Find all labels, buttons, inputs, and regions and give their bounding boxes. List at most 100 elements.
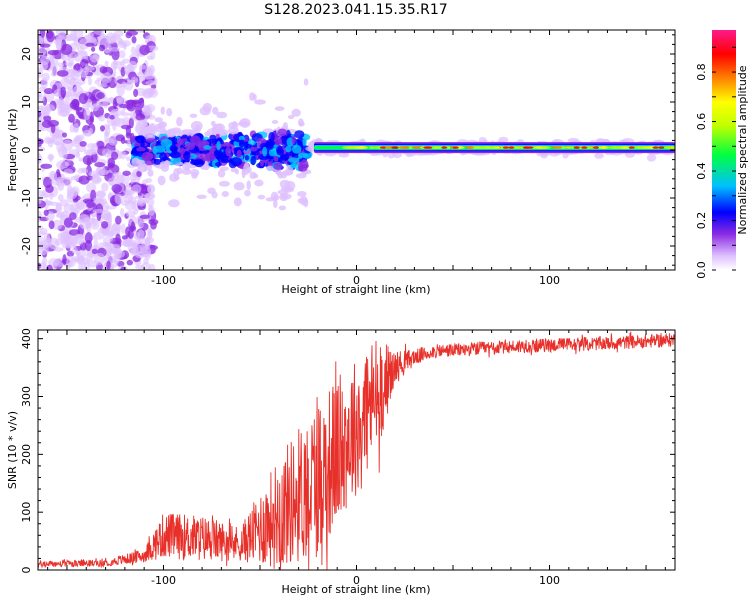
y-tick-label: 20 bbox=[20, 47, 33, 61]
heatmap-cell bbox=[56, 160, 69, 170]
heatmap-cell bbox=[338, 151, 350, 158]
heatmap-cell bbox=[234, 168, 240, 175]
heatmap-cell bbox=[82, 154, 94, 166]
heatmap-cell bbox=[280, 171, 288, 179]
heatmap-cell bbox=[141, 179, 148, 185]
heatmap-cell bbox=[120, 173, 130, 185]
heatmap-cell bbox=[227, 126, 240, 135]
heatmap-cell bbox=[297, 152, 309, 158]
heatmap-cell bbox=[189, 113, 198, 118]
heatmap-cell bbox=[131, 184, 142, 194]
heatmap-cell bbox=[78, 157, 84, 162]
heatmap-cell bbox=[667, 146, 675, 149]
heatmap-cell bbox=[122, 42, 128, 51]
heatmap-cell bbox=[634, 146, 644, 149]
heatmap-cell bbox=[105, 39, 117, 44]
heatmap-cell bbox=[72, 37, 79, 42]
heatmap-cell bbox=[551, 146, 563, 149]
heatmap-cell bbox=[38, 110, 42, 118]
heatmap-cell bbox=[142, 71, 149, 78]
snr-xlabel: Height of straight line (km) bbox=[281, 583, 430, 596]
heatmap-cell bbox=[74, 136, 83, 143]
heatmap-cell bbox=[56, 202, 62, 212]
heatmap-cell bbox=[71, 246, 78, 254]
heatmap-cell bbox=[280, 153, 290, 161]
colorbar-tick-label: 0.4 bbox=[695, 162, 708, 180]
heatmap-cell bbox=[99, 66, 108, 74]
heatmap-cell bbox=[184, 142, 196, 150]
heatmap-cell bbox=[214, 161, 222, 167]
heatmap-cell bbox=[368, 146, 375, 149]
heatmap-cell bbox=[90, 104, 99, 112]
heatmap-cell bbox=[103, 212, 111, 221]
heatmap-cell bbox=[105, 205, 117, 210]
heatmap-cell bbox=[130, 221, 136, 232]
heatmap-cell bbox=[110, 60, 119, 70]
heatmap-cell bbox=[237, 121, 250, 127]
heatmap-cell bbox=[128, 215, 138, 227]
heatmap-cell bbox=[452, 146, 459, 149]
heatmap-cell bbox=[39, 43, 51, 48]
heatmap-cell bbox=[225, 146, 232, 157]
heatmap-cell bbox=[219, 166, 229, 172]
heatmap-cell bbox=[205, 151, 217, 162]
heatmap-cell bbox=[101, 182, 109, 192]
heatmap-cell bbox=[82, 129, 92, 137]
colorbar-tick-label: 0.2 bbox=[695, 212, 708, 230]
heatmap-cell bbox=[43, 115, 52, 122]
heatmap-cell bbox=[62, 254, 67, 266]
heatmap-cell bbox=[221, 190, 230, 198]
y-tick-label: 300 bbox=[20, 386, 33, 407]
y-tick-label: 0 bbox=[20, 567, 33, 574]
heatmap-cell bbox=[85, 42, 95, 47]
heatmap-cell bbox=[92, 208, 105, 214]
heatmap-cell bbox=[244, 144, 253, 149]
heatmap-cell bbox=[203, 145, 212, 150]
heatmap-cell bbox=[216, 111, 228, 119]
heatmap-cell bbox=[249, 92, 255, 101]
snr-ylabel: SNR (10 * v/v) bbox=[6, 411, 19, 489]
heatmap-cell bbox=[38, 114, 44, 126]
heatmap-cell bbox=[426, 146, 433, 149]
heatmap-cell bbox=[62, 132, 67, 138]
heatmap-cell bbox=[63, 103, 70, 110]
heatmap-cell bbox=[135, 113, 146, 121]
heatmap-cell bbox=[58, 97, 65, 109]
heatmap-cell bbox=[290, 162, 297, 169]
heatmap-cell bbox=[120, 223, 126, 234]
heatmap-cell bbox=[57, 62, 65, 68]
heatmap-cell bbox=[114, 193, 124, 205]
heatmap-cell bbox=[41, 120, 53, 128]
heatmap-cell bbox=[45, 184, 54, 193]
heatmap-cell bbox=[231, 121, 238, 128]
heatmap-cell bbox=[48, 220, 55, 230]
heatmap-cell bbox=[130, 76, 139, 84]
heatmap-cell bbox=[250, 146, 258, 152]
colorbar-gradient bbox=[712, 30, 736, 270]
heatmap-cell bbox=[303, 78, 309, 86]
heatmap-cell bbox=[47, 49, 60, 56]
heatmap-cell bbox=[50, 123, 56, 134]
heatmap-cell bbox=[344, 146, 355, 149]
heatmap-cell bbox=[92, 217, 98, 227]
heatmap-cell bbox=[65, 255, 76, 268]
heatmap-cell bbox=[68, 113, 75, 123]
heatmap-cell bbox=[114, 112, 119, 119]
heatmap-cell bbox=[141, 151, 154, 162]
heatmap-cell bbox=[119, 60, 126, 66]
heatmap-cell bbox=[658, 146, 665, 149]
heatmap-cell bbox=[88, 36, 97, 43]
heatmap-cell bbox=[218, 180, 230, 187]
heatmap-cell bbox=[190, 159, 201, 166]
heatmap-cell bbox=[358, 146, 367, 149]
heatmap-cell bbox=[133, 208, 139, 215]
heatmap-cell bbox=[100, 220, 109, 229]
heatmap-cell bbox=[540, 146, 551, 149]
heatmap-cell bbox=[95, 191, 106, 198]
heatmap-cell bbox=[120, 207, 125, 218]
heatmap-cell bbox=[94, 162, 106, 168]
heatmap-cell bbox=[291, 135, 296, 145]
heatmap-cell bbox=[127, 229, 134, 239]
heatmap-cell bbox=[133, 88, 139, 98]
heatmap-cell bbox=[145, 131, 154, 138]
